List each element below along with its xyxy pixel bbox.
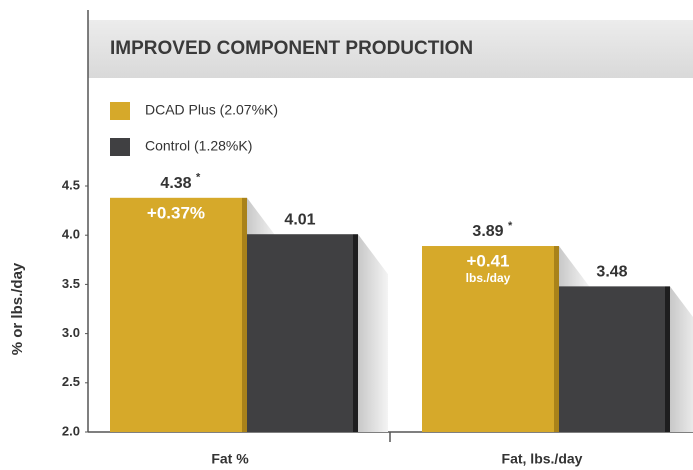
x-tick-label: Fat % bbox=[211, 451, 249, 467]
y-tick-label: 2.0 bbox=[62, 423, 80, 438]
legend-swatch bbox=[110, 102, 130, 120]
y-tick-label: 4.0 bbox=[62, 227, 80, 242]
bar-side bbox=[353, 234, 358, 432]
y-tick-label: 3.0 bbox=[62, 325, 80, 340]
y-tick-label: 3.5 bbox=[62, 276, 80, 291]
header-band bbox=[88, 20, 693, 78]
y-tick-label: 2.5 bbox=[62, 374, 80, 389]
value-label: 3.48 bbox=[596, 264, 627, 281]
legend-swatch bbox=[110, 138, 130, 156]
bar-shadow bbox=[358, 234, 388, 432]
bar bbox=[247, 234, 353, 432]
value-label: 4.38 bbox=[160, 175, 191, 192]
bar-side bbox=[554, 246, 559, 432]
y-axis-label: % or lbs./day bbox=[9, 262, 26, 355]
significance-mark: * bbox=[196, 172, 201, 184]
value-label: 4.01 bbox=[284, 211, 315, 228]
bar bbox=[422, 246, 554, 432]
legend-label: DCAD Plus (2.07%K) bbox=[145, 102, 278, 118]
bar-shadow bbox=[670, 286, 693, 432]
y-tick-label: 4.5 bbox=[62, 177, 80, 192]
bar bbox=[110, 197, 242, 432]
difference-label: +0.41 bbox=[466, 252, 509, 271]
legend-label: Control (1.28%K) bbox=[145, 138, 252, 154]
value-label: 3.89 bbox=[472, 223, 503, 240]
chart-title: IMPROVED COMPONENT PRODUCTION bbox=[110, 38, 473, 59]
difference-label: lbs./day bbox=[466, 271, 511, 285]
bar-side bbox=[242, 197, 247, 432]
significance-mark: * bbox=[508, 220, 513, 232]
difference-label: +0.37% bbox=[147, 203, 205, 222]
bar bbox=[559, 286, 665, 432]
bar-side bbox=[665, 286, 670, 432]
x-tick-label: Fat, lbs./day bbox=[502, 451, 583, 467]
